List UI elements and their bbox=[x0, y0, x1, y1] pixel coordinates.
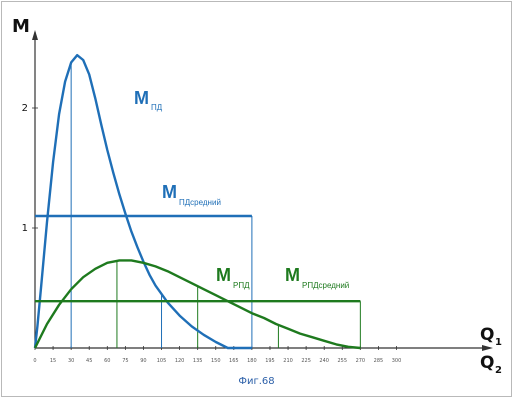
series-m-rpd-label: M bbox=[216, 265, 231, 285]
x-tick-label: 270 bbox=[356, 358, 366, 364]
x-axis-label-q2: Q bbox=[480, 353, 494, 373]
x-tick-label: 195 bbox=[265, 358, 275, 364]
x-tick-label: 210 bbox=[283, 358, 293, 364]
x-tick-label: 150 bbox=[211, 358, 221, 364]
series-m-rpd bbox=[33, 259, 361, 350]
series-m-pd-average-label-sub: ПДсредний bbox=[179, 198, 221, 207]
series-m-pd-label: M bbox=[134, 88, 149, 108]
x-tick-label: 240 bbox=[319, 358, 329, 364]
x-tick-label: 15 bbox=[50, 358, 56, 364]
x-tick-label: 135 bbox=[193, 358, 203, 364]
x-tick-label: 180 bbox=[247, 358, 257, 364]
x-tick-label: 75 bbox=[122, 358, 128, 364]
series-m-pd-average-label: M bbox=[162, 182, 177, 202]
x-tick-label: 105 bbox=[157, 358, 167, 364]
figure-frame: 0 15 30 45 60 75 90 105 120 135 150 165 180 195 210 225… bbox=[1, 1, 512, 397]
y-tick-label: 1 bbox=[22, 223, 28, 234]
x-axis-label-q2-sub: 2 bbox=[495, 365, 502, 376]
x-axis-label-q1: Q bbox=[480, 325, 494, 345]
x-tick-label: 0 bbox=[33, 358, 36, 364]
x-tick-label: 300 bbox=[392, 358, 402, 364]
y-axis-label: M bbox=[12, 16, 30, 37]
series-m-rpd-average-label-sub: РПДсредний bbox=[302, 281, 349, 290]
x-tick-label: 60 bbox=[104, 358, 110, 364]
x-tick-label: 225 bbox=[301, 358, 311, 364]
x-tick-label: 255 bbox=[338, 358, 348, 364]
y-axis-arrow bbox=[32, 30, 38, 40]
x-tick-label: 165 bbox=[229, 358, 239, 364]
y-tick-label: 2 bbox=[22, 103, 28, 114]
x-axis-label-q1-sub: 1 bbox=[495, 337, 502, 348]
x-tick-label: 120 bbox=[175, 358, 185, 364]
series-m-rpd-label-sub: РПД bbox=[233, 281, 250, 290]
x-tick-label: 285 bbox=[374, 358, 384, 364]
x-tick-label: 30 bbox=[68, 358, 74, 364]
series-m-pd bbox=[33, 54, 252, 350]
x-tick-label: 45 bbox=[86, 358, 92, 364]
x-tick-label: 90 bbox=[140, 358, 146, 364]
chart: 0 15 30 45 60 75 90 105 120 135 150 165 180 195 210 225… bbox=[12, 16, 502, 376]
series-m-pd-label-sub: ПД bbox=[151, 103, 163, 112]
figure-caption: Фиг.68 bbox=[238, 376, 275, 387]
x-axis-arrow bbox=[482, 345, 493, 351]
series-m-rpd-average-label: M bbox=[285, 265, 300, 285]
